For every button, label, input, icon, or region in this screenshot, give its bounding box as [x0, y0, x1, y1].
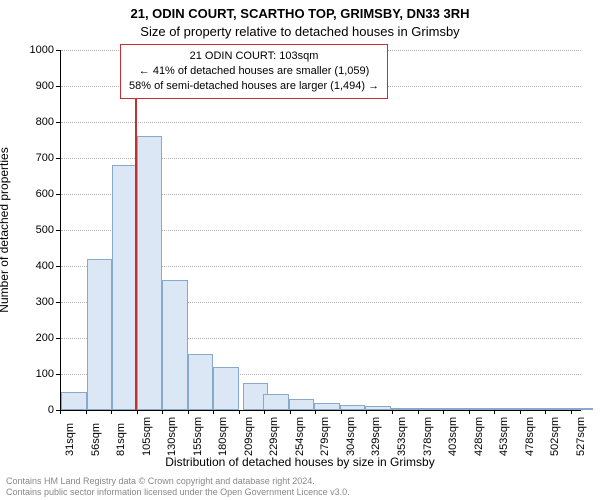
x-tick-label: 130sqm	[166, 417, 178, 456]
x-tick-mark	[443, 410, 444, 414]
y-tick-mark	[56, 374, 60, 375]
y-tick-mark	[56, 230, 60, 231]
y-tick-label: 200	[14, 332, 54, 344]
x-tick-label: 403sqm	[447, 417, 459, 456]
histogram-bar	[188, 354, 214, 410]
attribution-text: Contains HM Land Registry data © Crown c…	[6, 476, 350, 498]
y-tick-label: 600	[14, 188, 54, 200]
histogram-bar	[87, 259, 113, 410]
y-tick-label: 700	[14, 152, 54, 164]
x-tick-mark	[366, 410, 367, 414]
histogram-bar	[213, 367, 239, 410]
x-tick-mark	[545, 410, 546, 414]
chart-title-line1: 21, ODIN COURT, SCARTHO TOP, GRIMSBY, DN…	[0, 6, 600, 21]
x-tick-label: 105sqm	[141, 417, 153, 456]
x-tick-label: 180sqm	[217, 417, 229, 456]
y-tick-mark	[56, 338, 60, 339]
y-tick-label: 0	[14, 404, 54, 416]
callout-line1: 21 ODIN COURT: 103sqm	[129, 49, 379, 64]
x-tick-mark	[341, 410, 342, 414]
histogram-bar	[467, 408, 493, 410]
histogram-bar	[415, 408, 441, 410]
x-tick-label: 229sqm	[268, 417, 280, 456]
y-tick-label: 300	[14, 296, 54, 308]
chart-title-line2: Size of property relative to detached ho…	[0, 24, 600, 39]
y-tick-mark	[56, 158, 60, 159]
x-tick-mark	[520, 410, 521, 414]
x-tick-label: 254sqm	[294, 417, 306, 456]
y-tick-label: 400	[14, 260, 54, 272]
x-tick-mark	[315, 410, 316, 414]
x-tick-label: 378sqm	[422, 417, 434, 456]
histogram-bar	[289, 399, 315, 410]
histogram-bar	[518, 408, 544, 410]
x-tick-label: 56sqm	[90, 423, 102, 456]
x-tick-mark	[469, 410, 470, 414]
x-tick-mark	[239, 410, 240, 414]
plot-area	[60, 50, 581, 411]
x-tick-mark	[60, 410, 61, 414]
y-tick-mark	[56, 122, 60, 123]
y-tick-label: 800	[14, 116, 54, 128]
x-tick-label: 527sqm	[575, 417, 587, 456]
callout-line2: ← 41% of detached houses are smaller (1,…	[129, 64, 379, 79]
x-tick-mark	[86, 410, 87, 414]
attribution-line2: Contains public sector information licen…	[6, 487, 350, 498]
reference-line	[135, 50, 137, 410]
x-tick-mark	[213, 410, 214, 414]
x-tick-label: 453sqm	[498, 417, 510, 456]
x-tick-label: 209sqm	[243, 417, 255, 456]
attribution-line1: Contains HM Land Registry data © Crown c…	[6, 476, 350, 487]
x-tick-label: 428sqm	[473, 417, 485, 456]
x-tick-mark	[188, 410, 189, 414]
y-tick-mark	[56, 194, 60, 195]
x-tick-mark	[494, 410, 495, 414]
histogram-bar	[492, 408, 518, 410]
y-tick-mark	[56, 266, 60, 267]
histogram-bar	[314, 403, 340, 410]
y-tick-mark	[56, 86, 60, 87]
gridline	[61, 122, 581, 123]
y-tick-label: 100	[14, 368, 54, 380]
y-tick-label: 900	[14, 80, 54, 92]
x-tick-label: 502sqm	[549, 417, 561, 456]
x-tick-mark	[137, 410, 138, 414]
x-tick-mark	[111, 410, 112, 414]
x-tick-mark	[418, 410, 419, 414]
x-tick-label: 353sqm	[396, 417, 408, 456]
x-axis-label: Distribution of detached houses by size …	[0, 455, 600, 469]
histogram-bar	[263, 394, 289, 410]
x-tick-label: 31sqm	[64, 423, 76, 456]
x-tick-label: 329sqm	[370, 417, 382, 456]
x-tick-mark	[571, 410, 572, 414]
histogram-bar	[365, 406, 391, 410]
reference-callout: 21 ODIN COURT: 103sqm ← 41% of detached …	[120, 44, 388, 99]
histogram-bar	[137, 136, 163, 410]
x-tick-label: 279sqm	[319, 417, 331, 456]
y-tick-mark	[56, 50, 60, 51]
x-tick-mark	[264, 410, 265, 414]
y-axis-label: Number of detached properties	[0, 147, 11, 312]
histogram-bar	[61, 392, 87, 410]
y-tick-mark	[56, 302, 60, 303]
histogram-bar	[441, 408, 467, 410]
x-tick-label: 81sqm	[115, 423, 127, 456]
x-tick-mark	[392, 410, 393, 414]
x-tick-label: 304sqm	[345, 417, 357, 456]
y-tick-label: 1000	[14, 44, 54, 56]
x-tick-label: 155sqm	[192, 417, 204, 456]
x-tick-label: 478sqm	[524, 417, 536, 456]
histogram-bar	[162, 280, 188, 410]
x-tick-mark	[290, 410, 291, 414]
callout-line3: 58% of semi-detached houses are larger (…	[129, 79, 379, 94]
y-tick-label: 500	[14, 224, 54, 236]
histogram-bar	[340, 405, 366, 410]
histogram-bar	[390, 408, 416, 410]
x-tick-mark	[162, 410, 163, 414]
